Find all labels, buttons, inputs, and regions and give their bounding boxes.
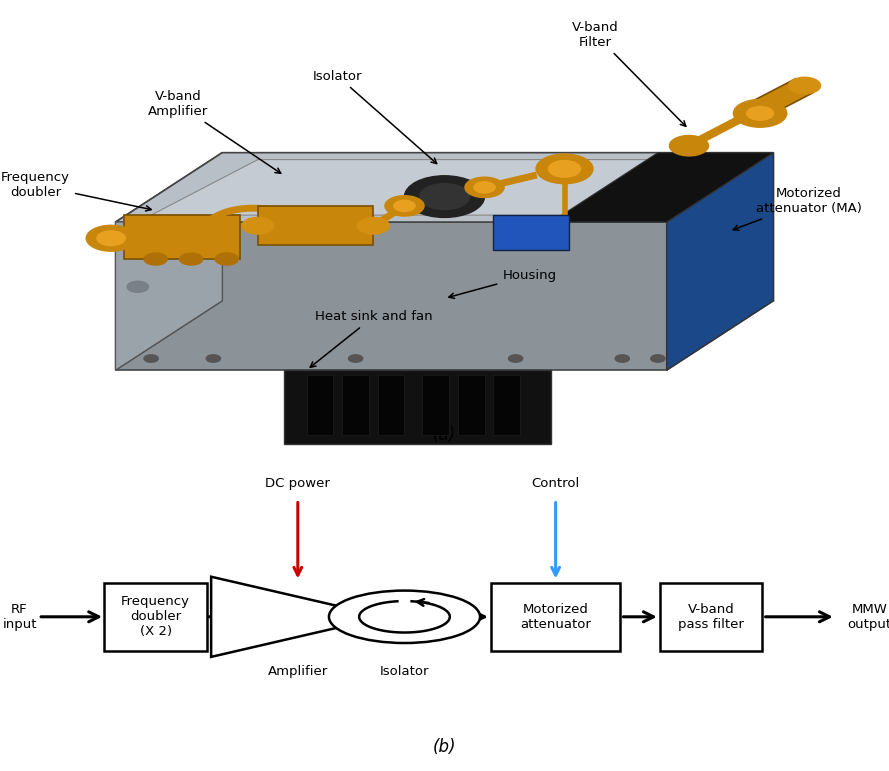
Circle shape [242, 217, 274, 234]
Text: DC power: DC power [266, 477, 330, 490]
Circle shape [651, 355, 665, 362]
Text: V-band
Filter: V-band Filter [573, 21, 685, 126]
Circle shape [215, 253, 238, 265]
Text: (a): (a) [433, 426, 456, 444]
Text: Amplifier: Amplifier [268, 665, 328, 678]
Polygon shape [458, 375, 485, 435]
Polygon shape [667, 153, 773, 370]
Circle shape [536, 154, 593, 183]
Text: Motorized
attenuator: Motorized attenuator [520, 603, 591, 631]
Text: Housing: Housing [449, 269, 557, 298]
FancyBboxPatch shape [492, 583, 621, 651]
Polygon shape [116, 222, 222, 370]
Polygon shape [151, 160, 738, 215]
Circle shape [474, 182, 495, 193]
Circle shape [86, 225, 136, 251]
Text: RF
input: RF input [3, 603, 36, 631]
FancyBboxPatch shape [105, 583, 206, 651]
Circle shape [97, 231, 125, 246]
Circle shape [509, 355, 523, 362]
Circle shape [357, 217, 389, 234]
Circle shape [385, 196, 424, 216]
Text: Motorized
attenuator (MA): Motorized attenuator (MA) [733, 187, 862, 231]
Polygon shape [342, 375, 369, 435]
Circle shape [789, 77, 821, 94]
Circle shape [206, 355, 220, 362]
Polygon shape [378, 375, 404, 435]
Circle shape [144, 355, 158, 362]
Text: Heat sink and fan: Heat sink and fan [310, 311, 432, 367]
Text: V-band
pass filter: V-band pass filter [678, 603, 744, 631]
Text: MMW
output: MMW output [847, 603, 889, 631]
Circle shape [733, 99, 787, 127]
Text: Control: Control [532, 477, 580, 490]
Polygon shape [258, 206, 373, 245]
Circle shape [348, 355, 363, 362]
Text: (b): (b) [433, 738, 456, 756]
Polygon shape [116, 153, 222, 370]
Circle shape [329, 591, 480, 643]
Circle shape [404, 176, 485, 217]
Circle shape [615, 355, 629, 362]
Polygon shape [742, 79, 813, 120]
Circle shape [180, 253, 203, 265]
Polygon shape [551, 153, 773, 222]
Polygon shape [116, 153, 773, 222]
Circle shape [465, 177, 504, 197]
Circle shape [747, 106, 773, 120]
Circle shape [127, 281, 148, 292]
Polygon shape [212, 577, 385, 657]
Circle shape [144, 253, 167, 265]
Polygon shape [493, 375, 520, 435]
Polygon shape [116, 222, 667, 370]
Polygon shape [284, 370, 551, 444]
Circle shape [394, 200, 415, 211]
Bar [493, 215, 569, 250]
Polygon shape [422, 375, 449, 435]
Text: Isolator: Isolator [313, 70, 436, 163]
Text: Frequency
doubler: Frequency doubler [1, 171, 151, 211]
Polygon shape [307, 375, 333, 435]
Polygon shape [667, 153, 773, 370]
Text: Frequency
doubler
(X 2): Frequency doubler (X 2) [121, 595, 190, 638]
Polygon shape [124, 215, 240, 259]
Circle shape [669, 136, 709, 156]
Text: V-band
Amplifier: V-band Amplifier [148, 90, 281, 173]
Text: Isolator: Isolator [380, 665, 429, 678]
Circle shape [420, 183, 469, 210]
Circle shape [549, 160, 581, 177]
FancyBboxPatch shape [661, 583, 763, 651]
